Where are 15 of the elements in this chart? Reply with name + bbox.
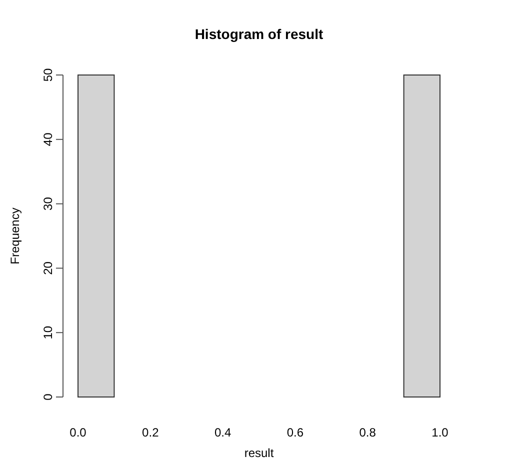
x-tick-label: 0.2	[142, 426, 160, 440]
y-tick-label: 0	[41, 393, 55, 400]
y-tick-label: 30	[41, 196, 55, 210]
x-axis-title: result	[244, 446, 274, 460]
x-tick-label: 0.6	[286, 426, 304, 440]
y-tick-label: 50	[41, 68, 55, 82]
y-tick-label: 10	[41, 326, 55, 340]
x-tick-label: 1.0	[432, 426, 449, 440]
x-tick-label: 0.4	[214, 426, 232, 440]
y-tick-label: 20	[41, 261, 55, 275]
x-tick-label: 0.8	[359, 426, 376, 440]
chart-title: Histogram of result	[194, 26, 324, 42]
y-tick-label: 40	[41, 132, 55, 146]
x-tick-label: 0.0	[70, 426, 87, 440]
y-axis-title: Frequency	[8, 208, 22, 264]
